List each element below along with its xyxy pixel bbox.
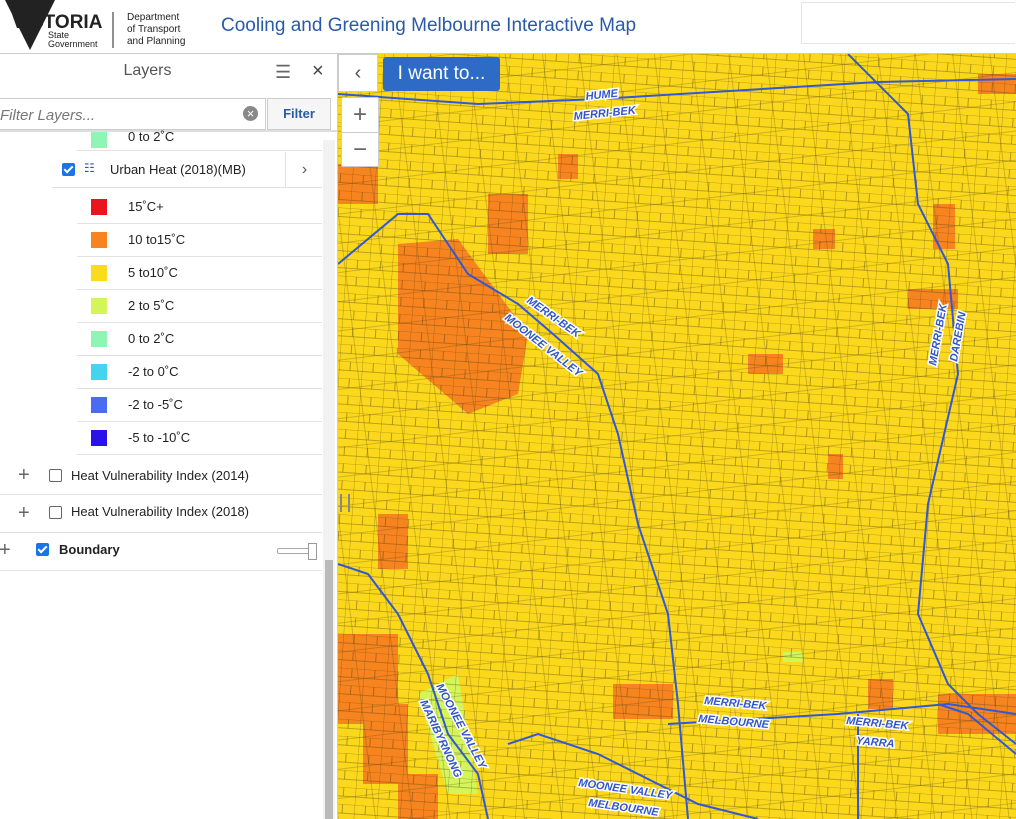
swatch (91, 132, 107, 148)
checkbox[interactable] (62, 163, 75, 176)
swatch (91, 232, 107, 248)
menu-icon[interactable]: ☰ (275, 62, 292, 82)
legend-item: 2 to 5˚C (77, 289, 322, 323)
swatch (91, 331, 107, 347)
legend-label: -2 to 0˚C (128, 364, 179, 379)
checkbox[interactable] (49, 469, 62, 482)
checkbox[interactable] (36, 543, 49, 556)
swatch (91, 397, 107, 413)
expand[interactable]: + (0, 539, 11, 561)
scrollbar[interactable] (323, 140, 335, 819)
layer-row: + Heat Vulnerability Index (2014) (0, 457, 322, 495)
filter-button[interactable]: Filter (267, 98, 331, 130)
expand[interactable]: › (285, 152, 323, 187)
checkbox[interactable] (49, 506, 62, 519)
swatch (91, 199, 107, 215)
legend-item: 15˚C+ (77, 190, 322, 224)
dept: and Planning (127, 36, 186, 47)
legend-item: 5 to10˚C (77, 256, 322, 290)
expand[interactable]: + (18, 464, 30, 486)
swatch (91, 430, 107, 446)
map-label: YARRA (856, 735, 895, 750)
org-sub: State (48, 30, 69, 40)
layer-label: Heat Vulnerability Index (2018) (71, 504, 250, 519)
legend-label: -2 to -5˚C (128, 397, 183, 412)
zoom-control: + − (341, 97, 379, 167)
legend-item: -2 to 0˚C (77, 355, 322, 389)
dept: of Transport (127, 24, 181, 35)
collapse-button[interactable]: ‹ (338, 54, 378, 92)
group-label: Urban Heat (2018)(MB) (110, 162, 246, 177)
panel-title: Layers (123, 62, 172, 79)
layer-label: Heat Vulnerability Index (2014) (71, 468, 250, 483)
legend-label: -5 to -10˚C (128, 430, 191, 445)
legend-item: 0 to 2˚C (77, 119, 322, 151)
swatch (91, 364, 107, 380)
search-box[interactable] (801, 2, 1015, 44)
org: VICTORIA (12, 12, 103, 33)
legend-label: 2 to 5˚C (128, 298, 175, 313)
header: VICTORIA State Government Department of … (0, 0, 1016, 54)
title: Cooling and Greening Melbourne Interacti… (221, 15, 637, 36)
legend-item: 10 to15˚C (77, 223, 322, 257)
zoom-in[interactable]: + (342, 98, 378, 133)
layer-row: + Boundary (0, 533, 322, 571)
splitter[interactable] (340, 494, 350, 512)
layers-panel: Layers ☰ × Filter Layers... × Filter 0 t… (0, 54, 338, 819)
close-icon[interactable]: × (312, 60, 324, 82)
zoom-out[interactable]: − (352, 136, 367, 163)
org-sub: Government (48, 39, 98, 49)
swatch (91, 298, 107, 314)
legend-label: 5 to10˚C (128, 265, 178, 280)
legend-label: 0 to 2˚C (128, 129, 175, 144)
legend-item: -2 to -5˚C (77, 388, 322, 422)
i-want-to-button[interactable]: I want to... (383, 57, 500, 91)
map[interactable]: HUME MERRI-BEK MERRI-BEK MOONEE VALLEY M… (338, 54, 1016, 819)
placeholder: Filter Layers... (0, 107, 96, 124)
filter-input[interactable]: Filter Layers... × (0, 98, 266, 130)
logo: VICTORIA State Government (5, 0, 114, 50)
layer-label: Boundary (59, 542, 120, 557)
layer-row: + Heat Vulnerability Index (2018) (0, 495, 322, 533)
legend-item: 0 to 2˚C (77, 322, 322, 356)
legend-label: 15˚C+ (128, 199, 164, 214)
group-row: ☷ Urban Heat (2018)(MB) › (52, 152, 322, 188)
legend-item: -5 to -10˚C (77, 421, 322, 455)
map-label: HUME (585, 88, 619, 103)
expand[interactable]: + (18, 502, 30, 524)
legend-label: 10 to15˚C (128, 232, 186, 247)
swatch (91, 265, 107, 281)
legend-label: 0 to 2˚C (128, 331, 175, 346)
dept: Department (127, 12, 180, 23)
clear-icon[interactable]: × (243, 106, 258, 121)
